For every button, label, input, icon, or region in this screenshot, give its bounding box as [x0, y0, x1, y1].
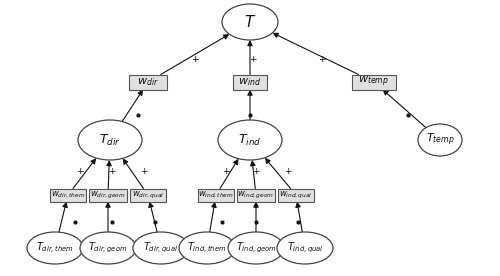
FancyBboxPatch shape [233, 75, 267, 89]
Text: $\mathit{T}$: $\mathit{T}$ [244, 14, 256, 30]
Text: $\mathit{w}_{dir,geom}$: $\mathit{w}_{dir,geom}$ [90, 189, 126, 201]
Text: $\mathit{T}_{dir,qual}$: $\mathit{T}_{dir,qual}$ [144, 241, 178, 255]
Text: $\mathit{T}_{dir}$: $\mathit{T}_{dir}$ [99, 132, 121, 148]
Text: +: + [284, 168, 292, 176]
FancyBboxPatch shape [130, 189, 166, 201]
Text: $\mathit{T}_{ind,qual}$: $\mathit{T}_{ind,qual}$ [286, 241, 324, 255]
FancyBboxPatch shape [129, 75, 167, 89]
Text: $\mathit{T}_{dir,them}$: $\mathit{T}_{dir,them}$ [36, 240, 74, 256]
Ellipse shape [228, 232, 284, 264]
Text: $\mathit{T}_{ind}$: $\mathit{T}_{ind}$ [238, 132, 262, 148]
Text: $\mathit{w}_{dir,them}$: $\mathit{w}_{dir,them}$ [50, 190, 86, 200]
Text: +: + [108, 168, 116, 176]
Text: +: + [318, 55, 326, 65]
Text: $\mathit{w}_{ind,qual}$: $\mathit{w}_{ind,qual}$ [279, 189, 313, 201]
Text: +: + [140, 168, 148, 176]
Text: +: + [222, 168, 230, 176]
Ellipse shape [80, 232, 136, 264]
Text: $\mathit{T}_{temp}$: $\mathit{T}_{temp}$ [426, 132, 454, 148]
Text: $\mathit{w}_{ind}$: $\mathit{w}_{ind}$ [238, 76, 262, 88]
Ellipse shape [218, 120, 282, 160]
Text: $\mathit{w}_{ind,them}$: $\mathit{w}_{ind,them}$ [198, 190, 234, 200]
FancyBboxPatch shape [352, 75, 396, 89]
Text: $\mathit{w}_{ind,geom}$: $\mathit{w}_{ind,geom}$ [238, 189, 275, 201]
Text: +: + [191, 55, 199, 65]
Text: $\mathit{w}_{dir}$: $\mathit{w}_{dir}$ [137, 76, 159, 88]
Text: +: + [76, 168, 84, 176]
Ellipse shape [78, 120, 142, 160]
Text: $\mathit{T}_{dir,geom}$: $\mathit{T}_{dir,geom}$ [88, 241, 128, 255]
FancyBboxPatch shape [50, 189, 86, 201]
Text: $\mathit{T}_{ind,geom}$: $\mathit{T}_{ind,geom}$ [236, 241, 277, 255]
Ellipse shape [277, 232, 333, 264]
FancyBboxPatch shape [278, 189, 314, 201]
Text: +: + [249, 55, 257, 65]
Text: +: + [252, 168, 260, 176]
Ellipse shape [222, 4, 278, 40]
Ellipse shape [133, 232, 189, 264]
Text: $\mathit{w}_{dir,qual}$: $\mathit{w}_{dir,qual}$ [132, 189, 164, 201]
FancyBboxPatch shape [89, 189, 127, 201]
Ellipse shape [179, 232, 235, 264]
FancyBboxPatch shape [237, 189, 275, 201]
Ellipse shape [27, 232, 83, 264]
Ellipse shape [418, 124, 462, 156]
Text: $\mathit{T}_{ind,them}$: $\mathit{T}_{ind,them}$ [188, 240, 226, 256]
FancyBboxPatch shape [198, 189, 234, 201]
Text: $\mathit{w}_{temp}$: $\mathit{w}_{temp}$ [358, 75, 390, 89]
